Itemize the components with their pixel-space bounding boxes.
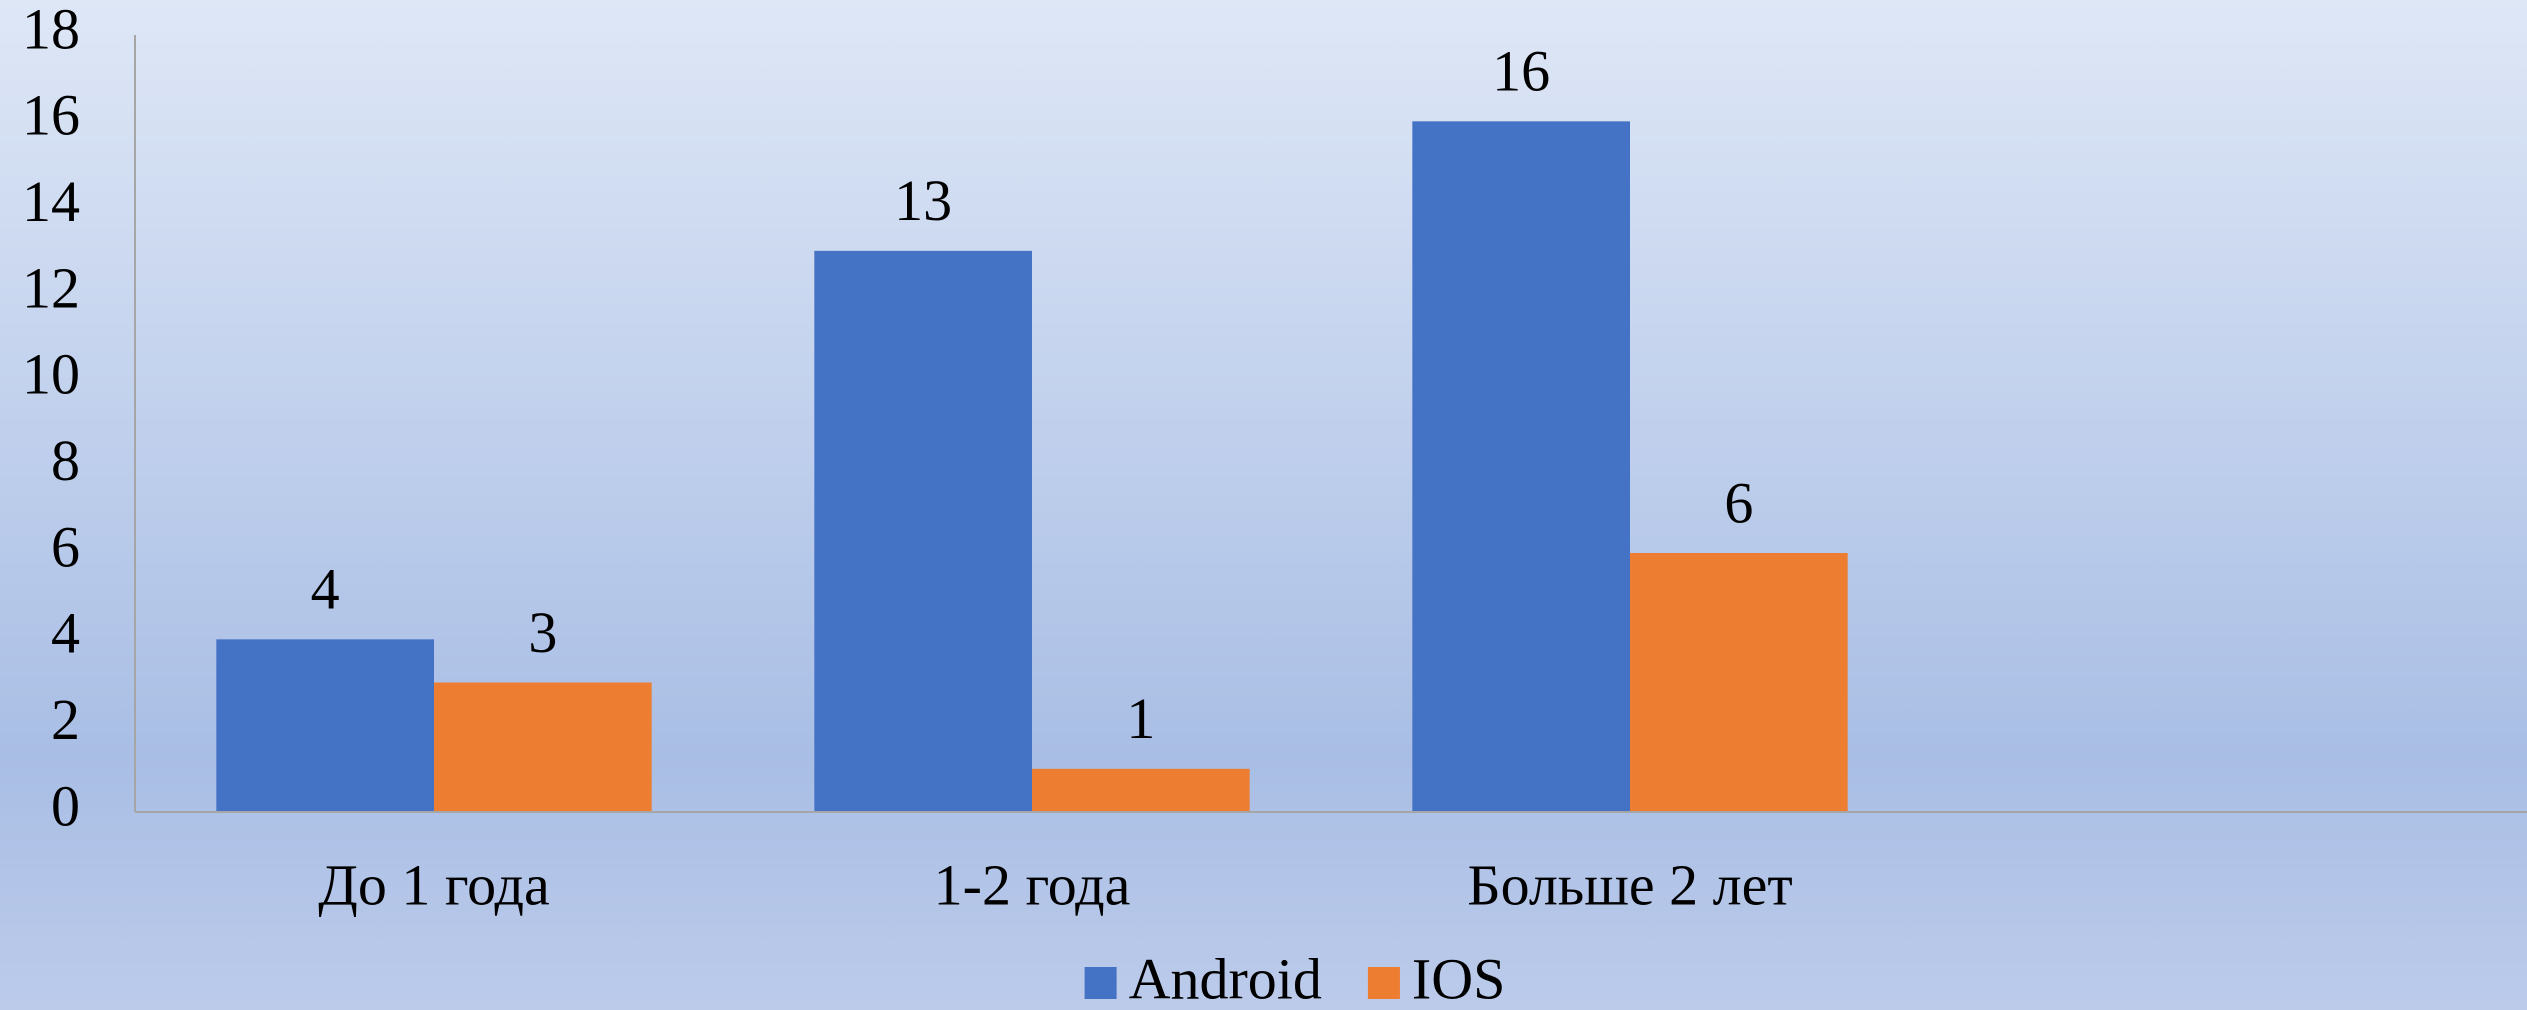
y-tick-label: 2 <box>51 687 80 752</box>
x-tick-label: До 1 года <box>318 852 550 917</box>
y-tick-label: 16 <box>22 83 80 148</box>
data-label: 13 <box>894 168 952 233</box>
bar <box>814 250 1032 813</box>
y-tick-label: 0 <box>51 773 80 838</box>
y-tick-label: 8 <box>51 428 80 493</box>
data-label: 6 <box>1724 470 1753 535</box>
legend-swatch <box>1367 967 1400 999</box>
bar <box>1630 553 1848 812</box>
data-label: 4 <box>311 557 340 622</box>
y-tick-label: 4 <box>51 601 80 666</box>
data-label: 16 <box>1492 39 1550 104</box>
legend-swatch <box>1084 967 1117 999</box>
x-tick-label: 1-2 года <box>934 852 1131 917</box>
bar <box>1412 121 1630 813</box>
y-tick-label: 10 <box>22 342 80 407</box>
y-tick-label: 12 <box>22 255 80 320</box>
data-label: 1 <box>1126 686 1155 751</box>
bar <box>216 639 434 812</box>
y-tick-label: 6 <box>51 514 80 579</box>
data-label: 3 <box>528 600 557 665</box>
y-tick-label: 14 <box>22 169 80 234</box>
bar <box>434 682 652 812</box>
legend-label: Android <box>1129 946 1322 1010</box>
legend-label: IOS <box>1412 946 1505 1010</box>
x-tick-label: Больше 2 лет <box>1467 852 1792 917</box>
y-tick-label: 18 <box>22 0 80 61</box>
bar <box>1032 768 1250 812</box>
